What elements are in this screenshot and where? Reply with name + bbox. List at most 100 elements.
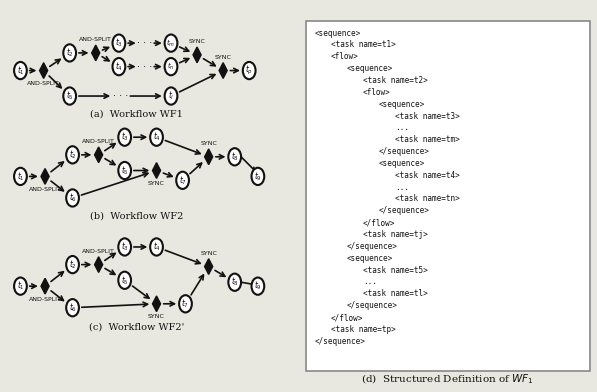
Circle shape bbox=[150, 238, 163, 256]
Circle shape bbox=[112, 58, 125, 75]
Circle shape bbox=[228, 274, 241, 291]
Circle shape bbox=[150, 129, 163, 146]
Polygon shape bbox=[205, 149, 213, 165]
FancyBboxPatch shape bbox=[306, 21, 590, 371]
Circle shape bbox=[165, 87, 177, 105]
Polygon shape bbox=[94, 257, 103, 272]
Text: <task name=tj>: <task name=tj> bbox=[363, 230, 427, 239]
Text: AND-SPLIT: AND-SPLIT bbox=[29, 187, 61, 192]
Text: $t_1$: $t_1$ bbox=[17, 170, 24, 183]
Text: $t_2$: $t_2$ bbox=[69, 258, 76, 271]
Text: $t_6$: $t_6$ bbox=[69, 301, 76, 314]
Text: $t_7$: $t_7$ bbox=[181, 298, 189, 310]
Text: SYNC: SYNC bbox=[148, 314, 165, 319]
Text: AND-SPLIT: AND-SPLIT bbox=[29, 297, 61, 302]
Text: $t_9$: $t_9$ bbox=[254, 280, 262, 292]
Text: $t_2$: $t_2$ bbox=[66, 47, 73, 59]
Text: $t_p$: $t_p$ bbox=[245, 64, 253, 77]
Text: <task name=tp>: <task name=tp> bbox=[331, 325, 395, 334]
Text: $t_5$: $t_5$ bbox=[121, 164, 128, 177]
Text: <task name=tn>: <task name=tn> bbox=[395, 194, 460, 203]
Polygon shape bbox=[41, 169, 49, 184]
Text: <task name=t3>: <task name=t3> bbox=[395, 111, 460, 120]
Text: <flow>: <flow> bbox=[363, 88, 390, 97]
Text: SYNC: SYNC bbox=[148, 181, 165, 186]
Text: · · ·: · · · bbox=[137, 38, 153, 48]
Text: AND-SPLIT: AND-SPLIT bbox=[27, 81, 60, 86]
Circle shape bbox=[14, 278, 27, 295]
Circle shape bbox=[165, 58, 177, 75]
Text: (b)  Workflow WF2: (b) Workflow WF2 bbox=[90, 211, 183, 220]
Polygon shape bbox=[152, 163, 161, 178]
Text: ...: ... bbox=[363, 278, 377, 287]
Circle shape bbox=[14, 168, 27, 185]
Text: $t_m$: $t_m$ bbox=[167, 38, 176, 49]
Text: <sequence>: <sequence> bbox=[379, 100, 425, 109]
Circle shape bbox=[63, 44, 76, 62]
Text: $t_5$: $t_5$ bbox=[121, 274, 128, 287]
Text: (d)  Structured Definition of $WF_1$: (d) Structured Definition of $WF_1$ bbox=[361, 373, 534, 387]
Text: </sequence>: </sequence> bbox=[347, 301, 398, 310]
Text: (c)  Workflow WF2': (c) Workflow WF2' bbox=[88, 323, 184, 332]
Text: $t_6$: $t_6$ bbox=[69, 192, 76, 204]
Text: $t_1$: $t_1$ bbox=[17, 64, 24, 77]
Text: </sequence>: </sequence> bbox=[379, 206, 430, 215]
Polygon shape bbox=[39, 63, 48, 78]
Text: <sequence>: <sequence> bbox=[315, 29, 361, 38]
Polygon shape bbox=[92, 45, 100, 61]
Circle shape bbox=[66, 189, 79, 207]
Text: ...: ... bbox=[395, 123, 409, 132]
Circle shape bbox=[243, 62, 256, 79]
Circle shape bbox=[118, 238, 131, 256]
Text: <sequence>: <sequence> bbox=[379, 159, 425, 168]
Text: $t_8$: $t_8$ bbox=[230, 151, 239, 163]
Text: AND-SPLIT: AND-SPLIT bbox=[82, 139, 115, 144]
Circle shape bbox=[228, 148, 241, 165]
Circle shape bbox=[66, 146, 79, 163]
Circle shape bbox=[14, 62, 27, 79]
Text: $t_2$: $t_2$ bbox=[69, 149, 76, 161]
Circle shape bbox=[179, 295, 192, 312]
Text: </flow>: </flow> bbox=[331, 313, 363, 322]
Circle shape bbox=[118, 129, 131, 146]
Text: SYNC: SYNC bbox=[215, 55, 232, 60]
Circle shape bbox=[251, 168, 264, 185]
Polygon shape bbox=[193, 47, 201, 63]
Text: $t_3$: $t_3$ bbox=[115, 37, 123, 49]
Text: $t_9$: $t_9$ bbox=[254, 170, 262, 183]
Text: $t_4$: $t_4$ bbox=[152, 131, 161, 143]
Text: AND-SPLIT: AND-SPLIT bbox=[79, 37, 112, 42]
Text: <task name=t4>: <task name=t4> bbox=[395, 171, 460, 180]
Text: <flow>: <flow> bbox=[331, 52, 358, 61]
Polygon shape bbox=[152, 296, 161, 312]
Text: $t_n$: $t_n$ bbox=[167, 61, 175, 72]
Polygon shape bbox=[205, 259, 213, 274]
Text: <task name=t2>: <task name=t2> bbox=[363, 76, 427, 85]
Polygon shape bbox=[94, 147, 103, 163]
Circle shape bbox=[118, 272, 131, 289]
Text: <task name=tl>: <task name=tl> bbox=[363, 289, 427, 298]
Text: </flow>: </flow> bbox=[363, 218, 395, 227]
Circle shape bbox=[66, 299, 79, 316]
Text: SYNC: SYNC bbox=[189, 39, 205, 44]
Text: $t_4$: $t_4$ bbox=[152, 241, 161, 253]
Text: $t_7$: $t_7$ bbox=[179, 174, 187, 187]
Text: $t_3$: $t_3$ bbox=[121, 131, 129, 143]
Text: <task name=tm>: <task name=tm> bbox=[395, 135, 460, 144]
Text: <task name=t5>: <task name=t5> bbox=[363, 266, 427, 275]
Circle shape bbox=[63, 87, 76, 105]
Circle shape bbox=[176, 172, 189, 189]
Text: ...: ... bbox=[395, 183, 409, 192]
Circle shape bbox=[165, 34, 177, 52]
Text: $t_1$: $t_1$ bbox=[17, 280, 24, 292]
Text: · · ·: · · · bbox=[113, 91, 128, 101]
Text: $t_l$: $t_l$ bbox=[168, 90, 174, 102]
Text: (a)  Workflow WF1: (a) Workflow WF1 bbox=[90, 109, 183, 118]
Polygon shape bbox=[219, 63, 227, 78]
Text: <task name=t1>: <task name=t1> bbox=[331, 40, 395, 49]
Text: AND-SPLIT: AND-SPLIT bbox=[82, 249, 115, 254]
Text: <sequence>: <sequence> bbox=[347, 64, 393, 73]
Text: <sequence>: <sequence> bbox=[347, 254, 393, 263]
Text: SYNC: SYNC bbox=[200, 141, 217, 146]
Text: $t_5$: $t_5$ bbox=[66, 90, 73, 102]
